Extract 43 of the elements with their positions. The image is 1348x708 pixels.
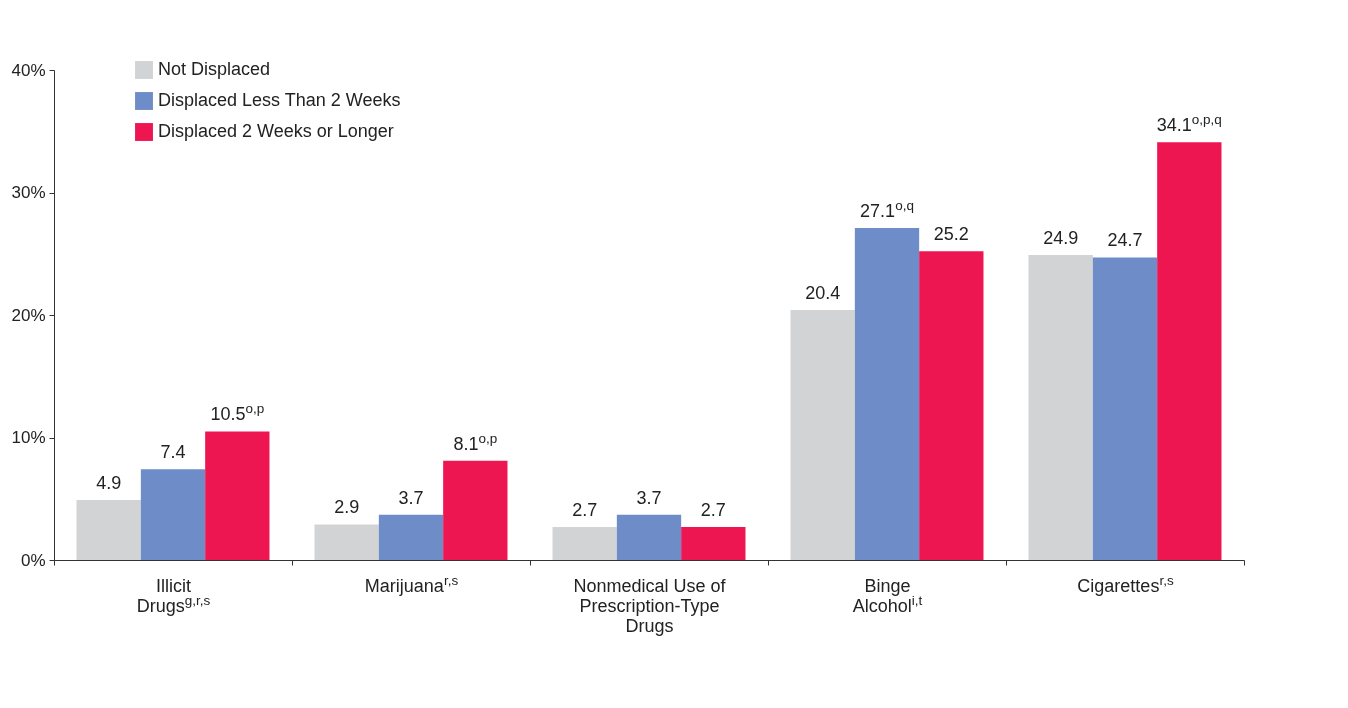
x-tick-label: Binge Alcohol$^{i,t}$: [852, 575, 923, 616]
bar: [1157, 142, 1222, 560]
x-tick-label: Marijuana$^{r,s}$: [364, 572, 459, 596]
bar: [616, 514, 682, 560]
y-tick-label: 40%: [11, 60, 46, 80]
y-tick-label: 10%: [11, 428, 46, 447]
data-label: 27.1$^{o,q}$: [860, 197, 914, 222]
bar: [443, 460, 508, 560]
bar: [919, 251, 984, 560]
x-tick-label: Illicit Drugs$^{g,r,s}$: [136, 575, 211, 616]
data-label: 2.7: [572, 499, 598, 520]
data-label: 10.5$^{o,p}$: [210, 400, 265, 425]
bar: [790, 310, 855, 560]
bar: [76, 499, 141, 560]
data-label: 24.7: [1107, 230, 1143, 251]
x-tick-label: Cigarettes$^{r,s}$: [1077, 572, 1174, 596]
data-label: 8.1$^{o,p}$: [453, 430, 498, 454]
bar: [1028, 254, 1093, 560]
y-tick-label: 20%: [11, 305, 46, 325]
bar: [854, 228, 920, 560]
data-label: 3.7: [636, 487, 662, 508]
bar: [205, 431, 270, 560]
bar: [681, 526, 746, 560]
legend-label: Displaced Less Than 2 Weeks: [158, 90, 401, 110]
data-label: 25.2: [933, 224, 969, 245]
bar: [378, 514, 444, 560]
bar: [314, 524, 379, 560]
data-label: 34.1$^{o,p,q}$: [1156, 111, 1222, 136]
bar: [1092, 257, 1158, 560]
data-label: 2.9: [334, 497, 360, 518]
data-label: 2.7: [700, 499, 726, 520]
data-label: 3.7: [398, 487, 424, 508]
y-tick-label: 0%: [20, 550, 46, 570]
y-tick-label: 30%: [11, 183, 46, 202]
legend-label: Not Displaced: [158, 59, 271, 79]
data-label: 4.9: [96, 472, 122, 493]
data-label: 20.4: [805, 283, 841, 304]
legend-label: Displaced 2 Weeks or Longer: [158, 121, 394, 141]
data-label: 24.9: [1043, 227, 1079, 248]
bar: [552, 526, 617, 560]
data-label: 7.4: [160, 442, 186, 463]
bar: [140, 469, 206, 560]
x-tick-label: Nonmedical Use of Prescription-Type Drugs: [573, 575, 727, 636]
